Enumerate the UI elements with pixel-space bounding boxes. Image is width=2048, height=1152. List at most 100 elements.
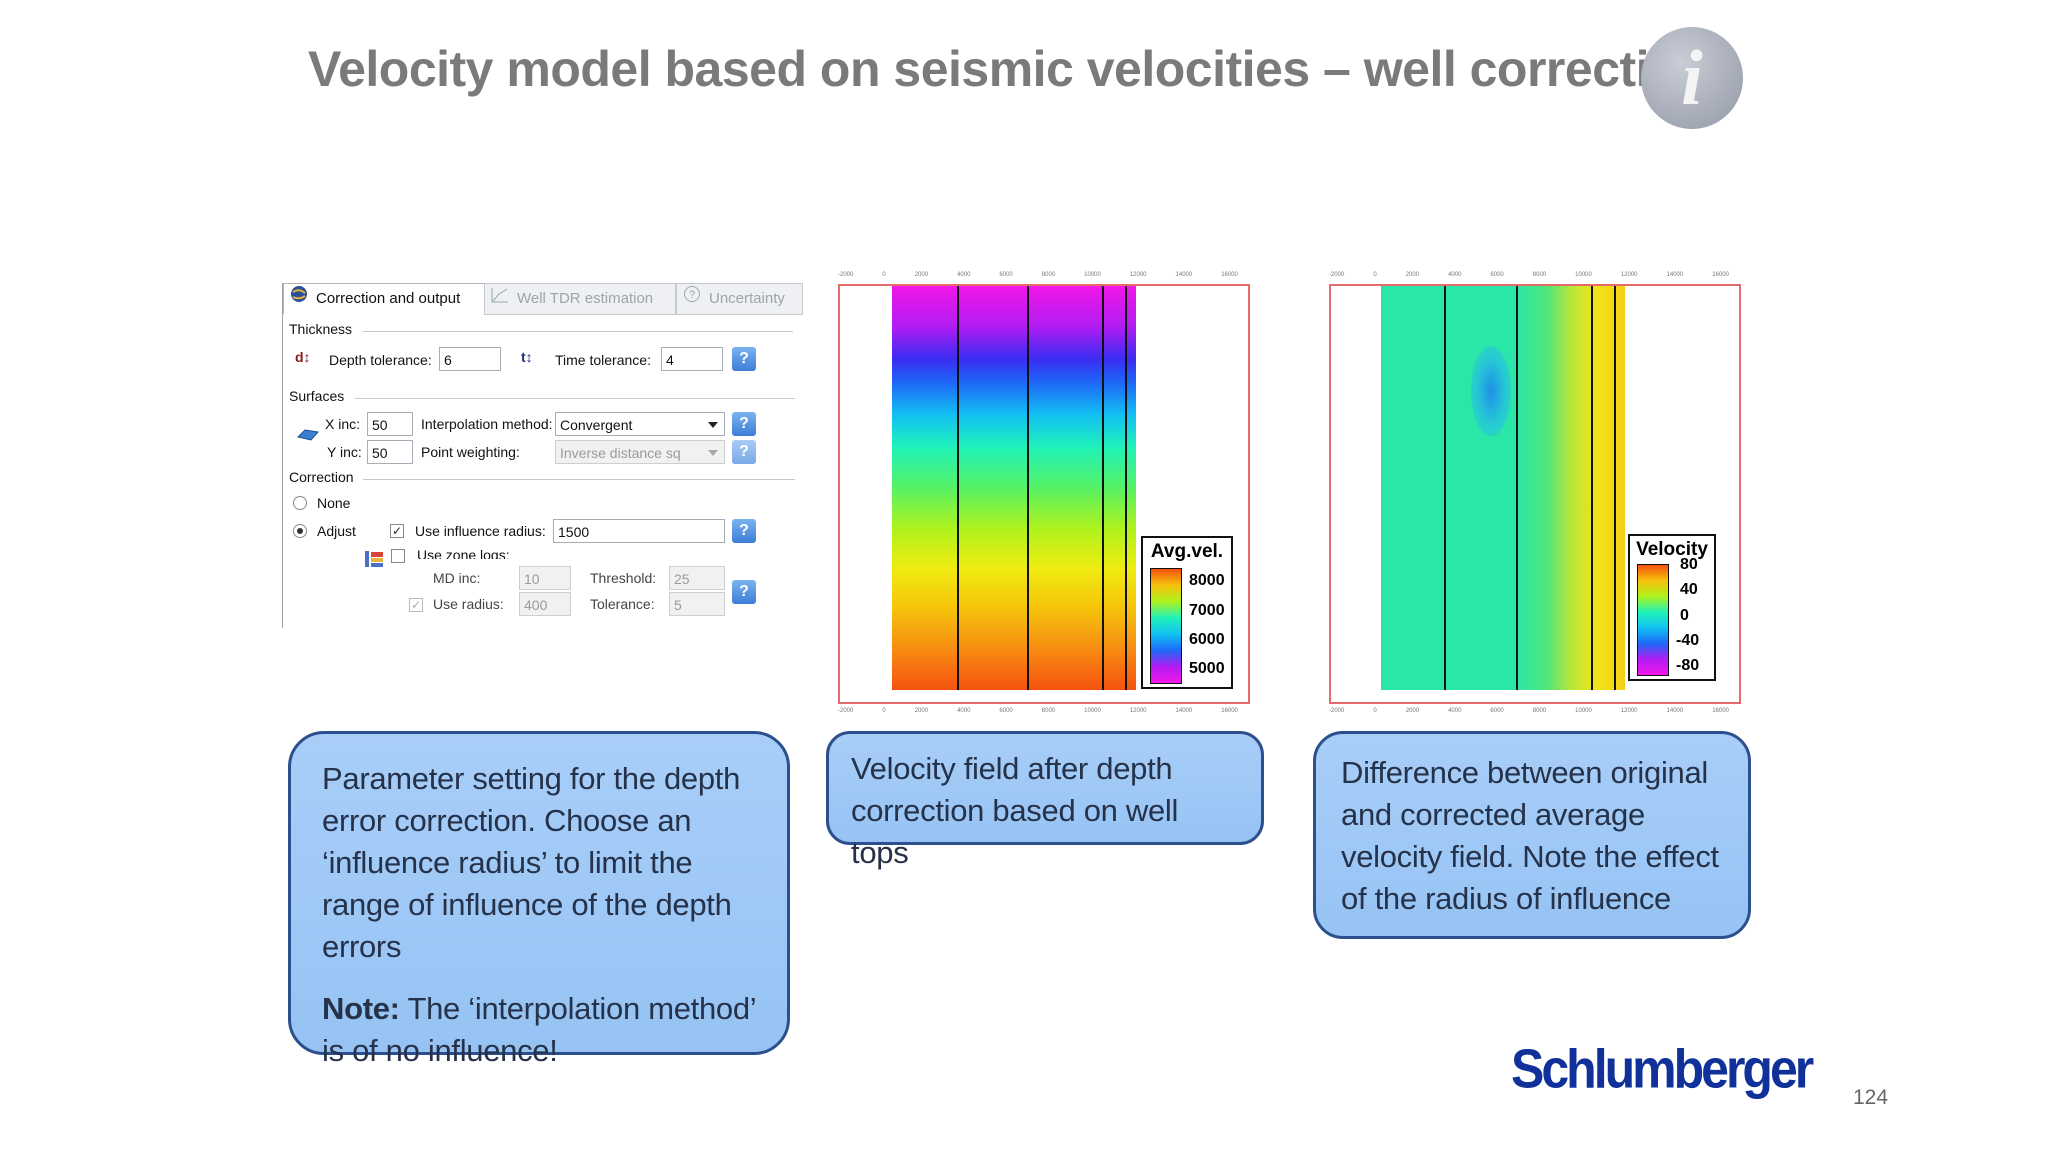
legend-tick: -40: [1676, 632, 1700, 649]
info-icon[interactable]: i: [1641, 27, 1743, 129]
radio-adjust-label: Adjust: [317, 523, 356, 539]
depth-tolerance-field[interactable]: 6: [439, 347, 501, 371]
page-number: 124: [1853, 1086, 1889, 1109]
well-line: [1591, 286, 1593, 690]
legend-tick: 5000: [1189, 660, 1225, 677]
well-line: [1614, 286, 1616, 690]
axis-tick-label: 2000: [1405, 272, 1420, 278]
axis-tick-label: 0: [882, 708, 886, 714]
avg-velocity-plot: -2000 0 2000 4000 6000 8000 10000 12000 14000 160…: [826, 272, 1256, 718]
axis-tick-label: 6000: [1490, 708, 1504, 714]
note-text: The ‘interpolation method’ is of no infl…: [322, 991, 756, 1068]
velocity-field: [892, 286, 1136, 690]
bottom-axis-ticks: -2000 0 2000 4000 6000 8000 10000 12000 14000 160…: [1329, 708, 1729, 718]
bottom-axis-ticks: -2000 0 2000 4000 6000 8000 10000 12000 14000 160…: [838, 708, 1238, 718]
tab-correction-and-output[interactable]: Correction and output: [283, 283, 485, 314]
use-zone-logs-checkbox[interactable]: [391, 549, 405, 563]
plot-frame: [1329, 284, 1741, 704]
axis-tick-label: 12000: [1129, 708, 1147, 714]
help-button-weighting[interactable]: ?: [732, 440, 756, 464]
axis-tick-label: 14000: [1175, 708, 1193, 714]
note-label: Note:: [322, 991, 400, 1026]
globe-icon: [290, 284, 308, 314]
threshold-field[interactable]: 25: [669, 566, 725, 590]
axis-tick-label: 12000: [1620, 708, 1638, 714]
well-line: [1516, 286, 1518, 690]
top-axis-ticks: -2000 0 2000 4000 6000 8000 10000 12000 14000 160…: [838, 272, 1238, 282]
axis-tick-label: 12000: [1620, 272, 1638, 278]
axis-tick-label: 0: [1373, 272, 1377, 278]
legend-tick: 6000: [1189, 631, 1225, 648]
axis-tick-label: -2000: [838, 272, 854, 278]
tab-label: Uncertainty: [709, 290, 785, 307]
legend-tick: 80: [1680, 556, 1698, 573]
yinc-field[interactable]: 50: [367, 440, 413, 464]
interpolation-method-value: Convergent: [560, 417, 633, 433]
time-tolerance-label: Time tolerance:: [555, 352, 651, 368]
axis-tick-label: 0: [1373, 708, 1377, 714]
use-radius-checkbox[interactable]: ✓: [409, 598, 423, 612]
divider: [363, 479, 795, 480]
velocity-difference-plot: -2000 0 2000 4000 6000 8000 10000 12000 14000 160…: [1317, 272, 1747, 718]
surface-icon: [297, 427, 319, 446]
legend-colorbar: [1150, 568, 1182, 684]
help-button-zone-logs[interactable]: ?: [732, 580, 756, 604]
slide-title: Velocity model based on seismic velociti…: [308, 41, 1710, 97]
radio-adjust[interactable]: [293, 524, 307, 538]
time-tolerance-icon: t↕: [521, 349, 533, 365]
chevron-down-icon: [708, 450, 718, 456]
legend-colorbar: [1637, 564, 1669, 676]
info-glyph: i: [1681, 34, 1703, 121]
help-button-tolerance[interactable]: ?: [732, 347, 756, 371]
depth-tolerance-icon: d↕: [295, 349, 311, 365]
axis-tick-label: -2000: [1329, 272, 1345, 278]
plot-frame: [838, 284, 1250, 704]
axis-tick-label: 8000: [1041, 272, 1056, 278]
help-button-interpolation[interactable]: ?: [732, 412, 756, 436]
callout-text: Velocity field after depth correction ba…: [851, 751, 1179, 870]
callout-velocity-field: Velocity field after depth correction ba…: [826, 731, 1264, 870]
radio-none[interactable]: [293, 496, 307, 510]
well-line: [1102, 286, 1104, 690]
axis-tick-label: 14000: [1175, 272, 1193, 278]
use-influence-radius-checkbox[interactable]: ✓: [390, 524, 404, 538]
xinc-label: X inc:: [325, 416, 361, 432]
axis-tick-label: 12000: [1129, 272, 1147, 278]
axis-tick-label: 16000: [1221, 272, 1238, 278]
svg-text:?: ?: [689, 289, 695, 301]
influence-radius-field[interactable]: 1500: [553, 519, 725, 543]
tolerance-field[interactable]: 5: [669, 592, 725, 616]
well-line: [1444, 286, 1446, 690]
well-line: [957, 286, 959, 690]
axis-tick-label: 2000: [914, 272, 929, 278]
legend-tick: 7000: [1189, 602, 1225, 619]
axis-tick-label: 16000: [1221, 708, 1238, 714]
md-inc-field[interactable]: 10: [519, 566, 571, 590]
use-radius-field[interactable]: 400: [519, 592, 571, 616]
avg-velocity-legend: Avg.vel. 8000 7000 6000 5000: [1141, 536, 1233, 689]
interpolation-method-label: Interpolation method:: [421, 416, 553, 432]
axis-tick-label: 2000: [1405, 708, 1420, 714]
well-line: [1125, 286, 1127, 690]
axis-tick-label: 8000: [1532, 272, 1547, 278]
callout-text: Difference between original and correcte…: [1341, 755, 1719, 916]
tab-well-tdr-estimation[interactable]: Well TDR estimation: [484, 283, 676, 315]
divider: [363, 331, 793, 332]
schlumberger-logo: Schlumberger: [1511, 1038, 1814, 1100]
top-axis-ticks: -2000 0 2000 4000 6000 8000 10000 12000 14000 160…: [1329, 272, 1729, 282]
radio-none-label: None: [317, 495, 351, 511]
help-button-influence[interactable]: ?: [732, 519, 756, 543]
interpolation-method-select[interactable]: Convergent: [555, 412, 725, 436]
use-zone-logs-label: Use zone logs:: [417, 547, 510, 559]
point-weighting-select[interactable]: Inverse distance sq: [555, 440, 725, 464]
yinc-label: Y inc:: [327, 444, 362, 460]
tab-uncertainty[interactable]: ? Uncertainty: [676, 283, 803, 315]
tolerance-label: Tolerance:: [590, 596, 655, 612]
question-circle-icon: ?: [683, 284, 701, 314]
difference-field: [1381, 286, 1625, 690]
axis-tick-label: 14000: [1666, 272, 1684, 278]
time-tolerance-field[interactable]: 4: [661, 347, 723, 371]
xinc-field[interactable]: 50: [367, 412, 413, 436]
axis-tick-label: 4000: [957, 272, 971, 278]
legend-tick: -80: [1676, 657, 1700, 674]
